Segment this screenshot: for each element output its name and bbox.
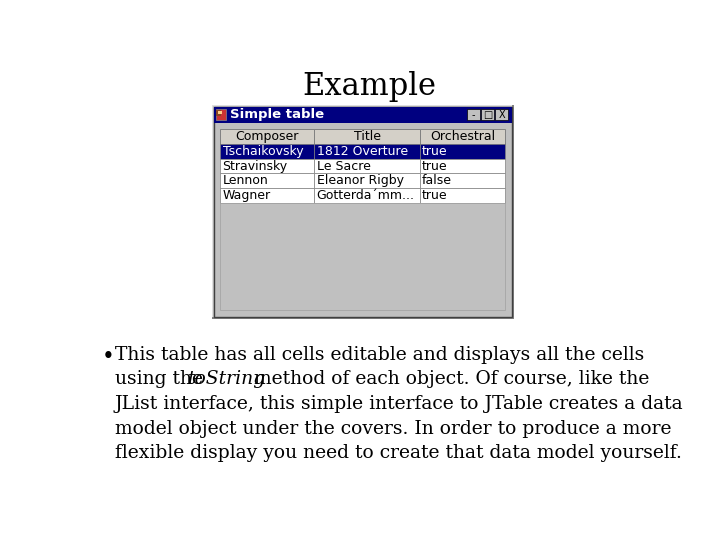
Bar [420,129,505,144]
Bar [315,129,420,144]
Text: 1812 Overture: 1812 Overture [317,145,408,158]
Text: method of each object. Of course, like the: method of each object. Of course, like t… [248,370,649,388]
Text: Lennon: Lennon [222,174,269,187]
Text: This table has all cells editable and displays all the cells: This table has all cells editable and di… [114,346,644,364]
Bar [420,188,505,202]
Bar [220,188,315,202]
Bar [467,110,480,120]
Bar [315,159,420,173]
Text: JList interface, this simple interface to JTable creates a data: JList interface, this simple interface t… [114,395,683,413]
Text: Example: Example [302,71,436,102]
Text: Simple table: Simple table [230,109,323,122]
Bar [220,129,315,144]
Text: true: true [422,159,448,173]
Text: Tschaikovsky: Tschaikovsky [222,145,303,158]
Bar [420,144,505,159]
Text: Stravinsky: Stravinsky [222,159,288,173]
Text: Eleanor Rigby: Eleanor Rigby [317,174,404,187]
Bar [315,144,420,159]
Bar [218,111,222,114]
Bar [495,110,508,120]
Text: Wagner: Wagner [222,189,271,202]
Text: true: true [422,189,448,202]
Text: model object under the covers. In order to produce a more: model object under the covers. In order … [114,420,671,438]
Bar [220,144,315,159]
Bar [214,107,512,316]
Text: true: true [422,145,448,158]
Text: using the: using the [114,370,209,388]
Text: toString: toString [188,370,266,388]
Bar [216,110,221,117]
Bar [315,173,420,188]
Bar [315,188,420,202]
Bar [482,110,494,120]
Text: Title: Title [354,130,381,143]
Bar [420,159,505,173]
Text: -: - [472,110,475,120]
Bar [420,173,505,188]
Bar [212,105,514,319]
Text: Gotterda´mm...: Gotterda´mm... [317,189,415,202]
Bar [220,173,315,188]
Bar [213,106,513,318]
Text: X: X [498,110,505,120]
Bar [214,107,512,123]
Text: flexible display you need to create that data model yourself.: flexible display you need to create that… [114,444,682,462]
Text: □: □ [483,110,492,120]
Text: Le Sacre: Le Sacre [317,159,371,173]
Bar [220,202,505,310]
Text: Orchestral: Orchestral [430,130,495,143]
Text: •: • [102,346,114,368]
Bar [212,105,513,318]
Bar [220,159,315,173]
Text: Composer: Composer [235,130,299,143]
Text: false: false [422,174,452,187]
Bar [215,110,226,120]
